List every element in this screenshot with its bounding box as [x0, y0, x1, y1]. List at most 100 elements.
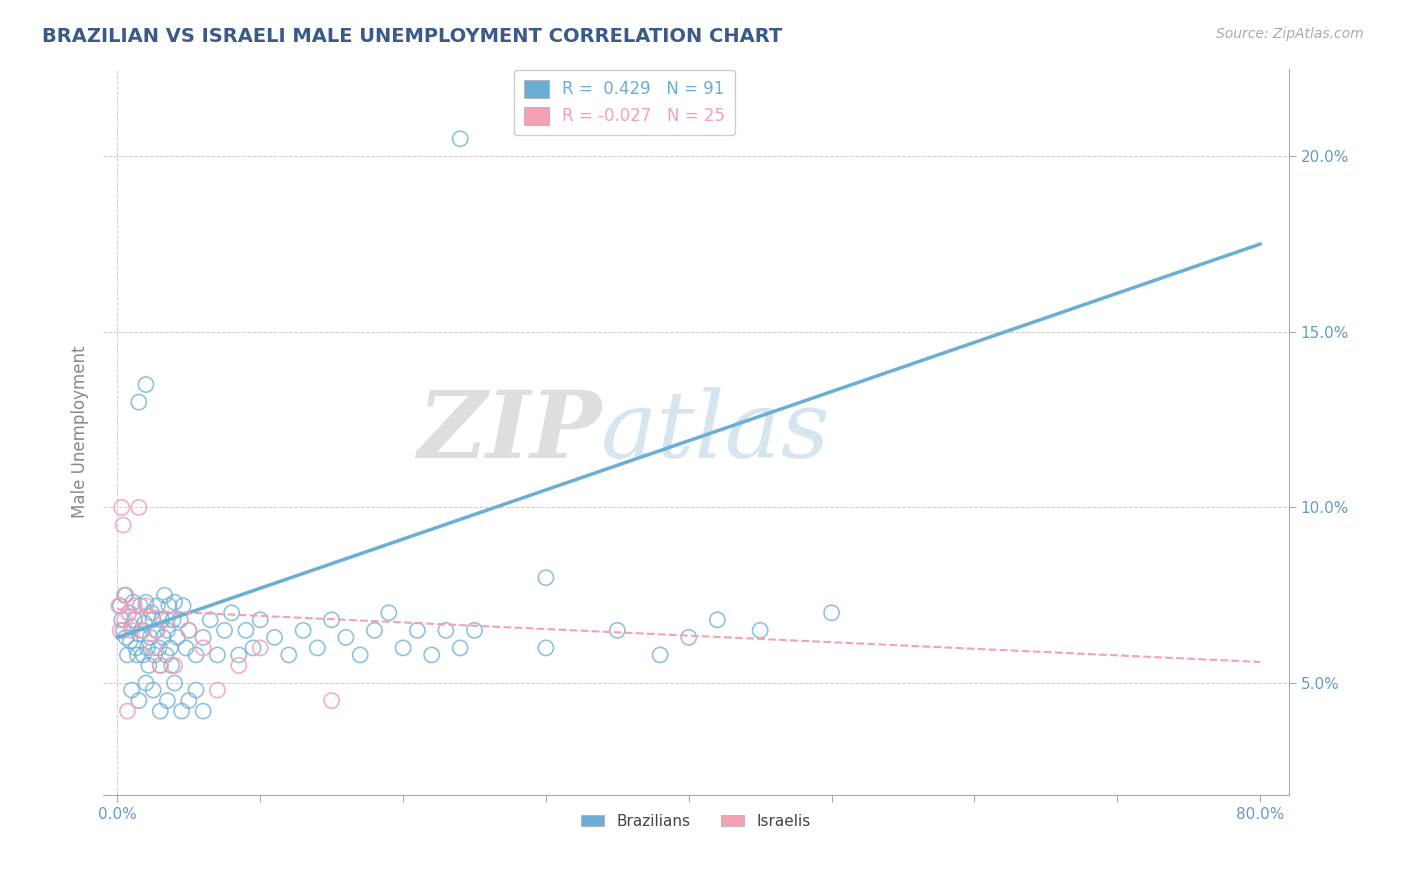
Point [135, 676, 157, 690]
Point [111, 613, 134, 627]
Point [177, 624, 200, 638]
Point [128, 627, 150, 641]
Point [149, 658, 172, 673]
Point [363, 624, 385, 638]
Point [134, 616, 156, 631]
Point [114, 588, 136, 602]
Point [235, 624, 257, 638]
Point [449, 132, 471, 146]
Point [163, 595, 186, 609]
Point [420, 648, 443, 662]
Point [135, 599, 157, 613]
Point [335, 631, 357, 645]
Point [200, 613, 222, 627]
Point [117, 704, 139, 718]
Point [463, 624, 485, 638]
Point [169, 613, 191, 627]
Point [166, 631, 188, 645]
Point [135, 377, 157, 392]
Point [141, 606, 163, 620]
Point [153, 588, 176, 602]
Point [128, 693, 150, 707]
Point [449, 640, 471, 655]
Point [111, 500, 134, 515]
Point [118, 606, 141, 620]
Point [138, 613, 160, 627]
Point [150, 613, 173, 627]
Point [228, 658, 250, 673]
Point [214, 624, 236, 638]
Point [142, 613, 165, 627]
Point [163, 658, 186, 673]
Point [124, 613, 146, 627]
Point [392, 640, 415, 655]
Point [349, 648, 371, 662]
Point [143, 648, 166, 662]
Point [146, 599, 169, 613]
Point [128, 395, 150, 409]
Point [242, 640, 264, 655]
Point [174, 640, 197, 655]
Point [132, 648, 155, 662]
Point [125, 640, 148, 655]
Point [277, 648, 299, 662]
Point [152, 631, 174, 645]
Point [127, 648, 149, 662]
Point [139, 631, 162, 645]
Point [122, 595, 145, 609]
Point [108, 599, 131, 613]
Point [131, 624, 153, 638]
Point [249, 613, 271, 627]
Point [820, 606, 842, 620]
Point [191, 631, 214, 645]
Point [292, 624, 315, 638]
Point [162, 613, 184, 627]
Text: atlas: atlas [600, 387, 831, 477]
Point [142, 683, 165, 698]
Point [534, 640, 557, 655]
Point [163, 676, 186, 690]
Legend: Brazilians, Israelis: Brazilians, Israelis [575, 808, 817, 835]
Y-axis label: Male Unemployment: Male Unemployment [72, 346, 89, 518]
Point [606, 624, 628, 638]
Point [434, 624, 457, 638]
Point [110, 624, 132, 638]
Point [378, 606, 401, 620]
Point [146, 624, 169, 638]
Point [650, 648, 672, 662]
Point [156, 624, 179, 638]
Point [112, 518, 135, 533]
Point [112, 624, 135, 638]
Point [120, 633, 142, 648]
Point [184, 648, 207, 662]
Point [321, 613, 343, 627]
Point [128, 500, 150, 515]
Point [118, 606, 141, 620]
Point [207, 683, 229, 698]
Point [307, 640, 329, 655]
Point [121, 620, 143, 634]
Point [160, 658, 183, 673]
Point [117, 648, 139, 662]
Point [148, 640, 170, 655]
Point [132, 624, 155, 638]
Point [149, 658, 172, 673]
Text: Source: ZipAtlas.com: Source: ZipAtlas.com [1216, 27, 1364, 41]
Point [115, 588, 138, 602]
Point [749, 624, 772, 638]
Point [156, 693, 179, 707]
Point [177, 693, 200, 707]
Point [156, 613, 179, 627]
Point [115, 631, 138, 645]
Point [138, 658, 160, 673]
Point [207, 648, 229, 662]
Point [706, 613, 728, 627]
Point [184, 683, 207, 698]
Point [177, 624, 200, 638]
Text: BRAZILIAN VS ISRAELI MALE UNEMPLOYMENT CORRELATION CHART: BRAZILIAN VS ISRAELI MALE UNEMPLOYMENT C… [42, 27, 782, 45]
Point [145, 624, 167, 638]
Point [406, 624, 429, 638]
Point [191, 640, 214, 655]
Point [155, 648, 177, 662]
Point [221, 606, 243, 620]
